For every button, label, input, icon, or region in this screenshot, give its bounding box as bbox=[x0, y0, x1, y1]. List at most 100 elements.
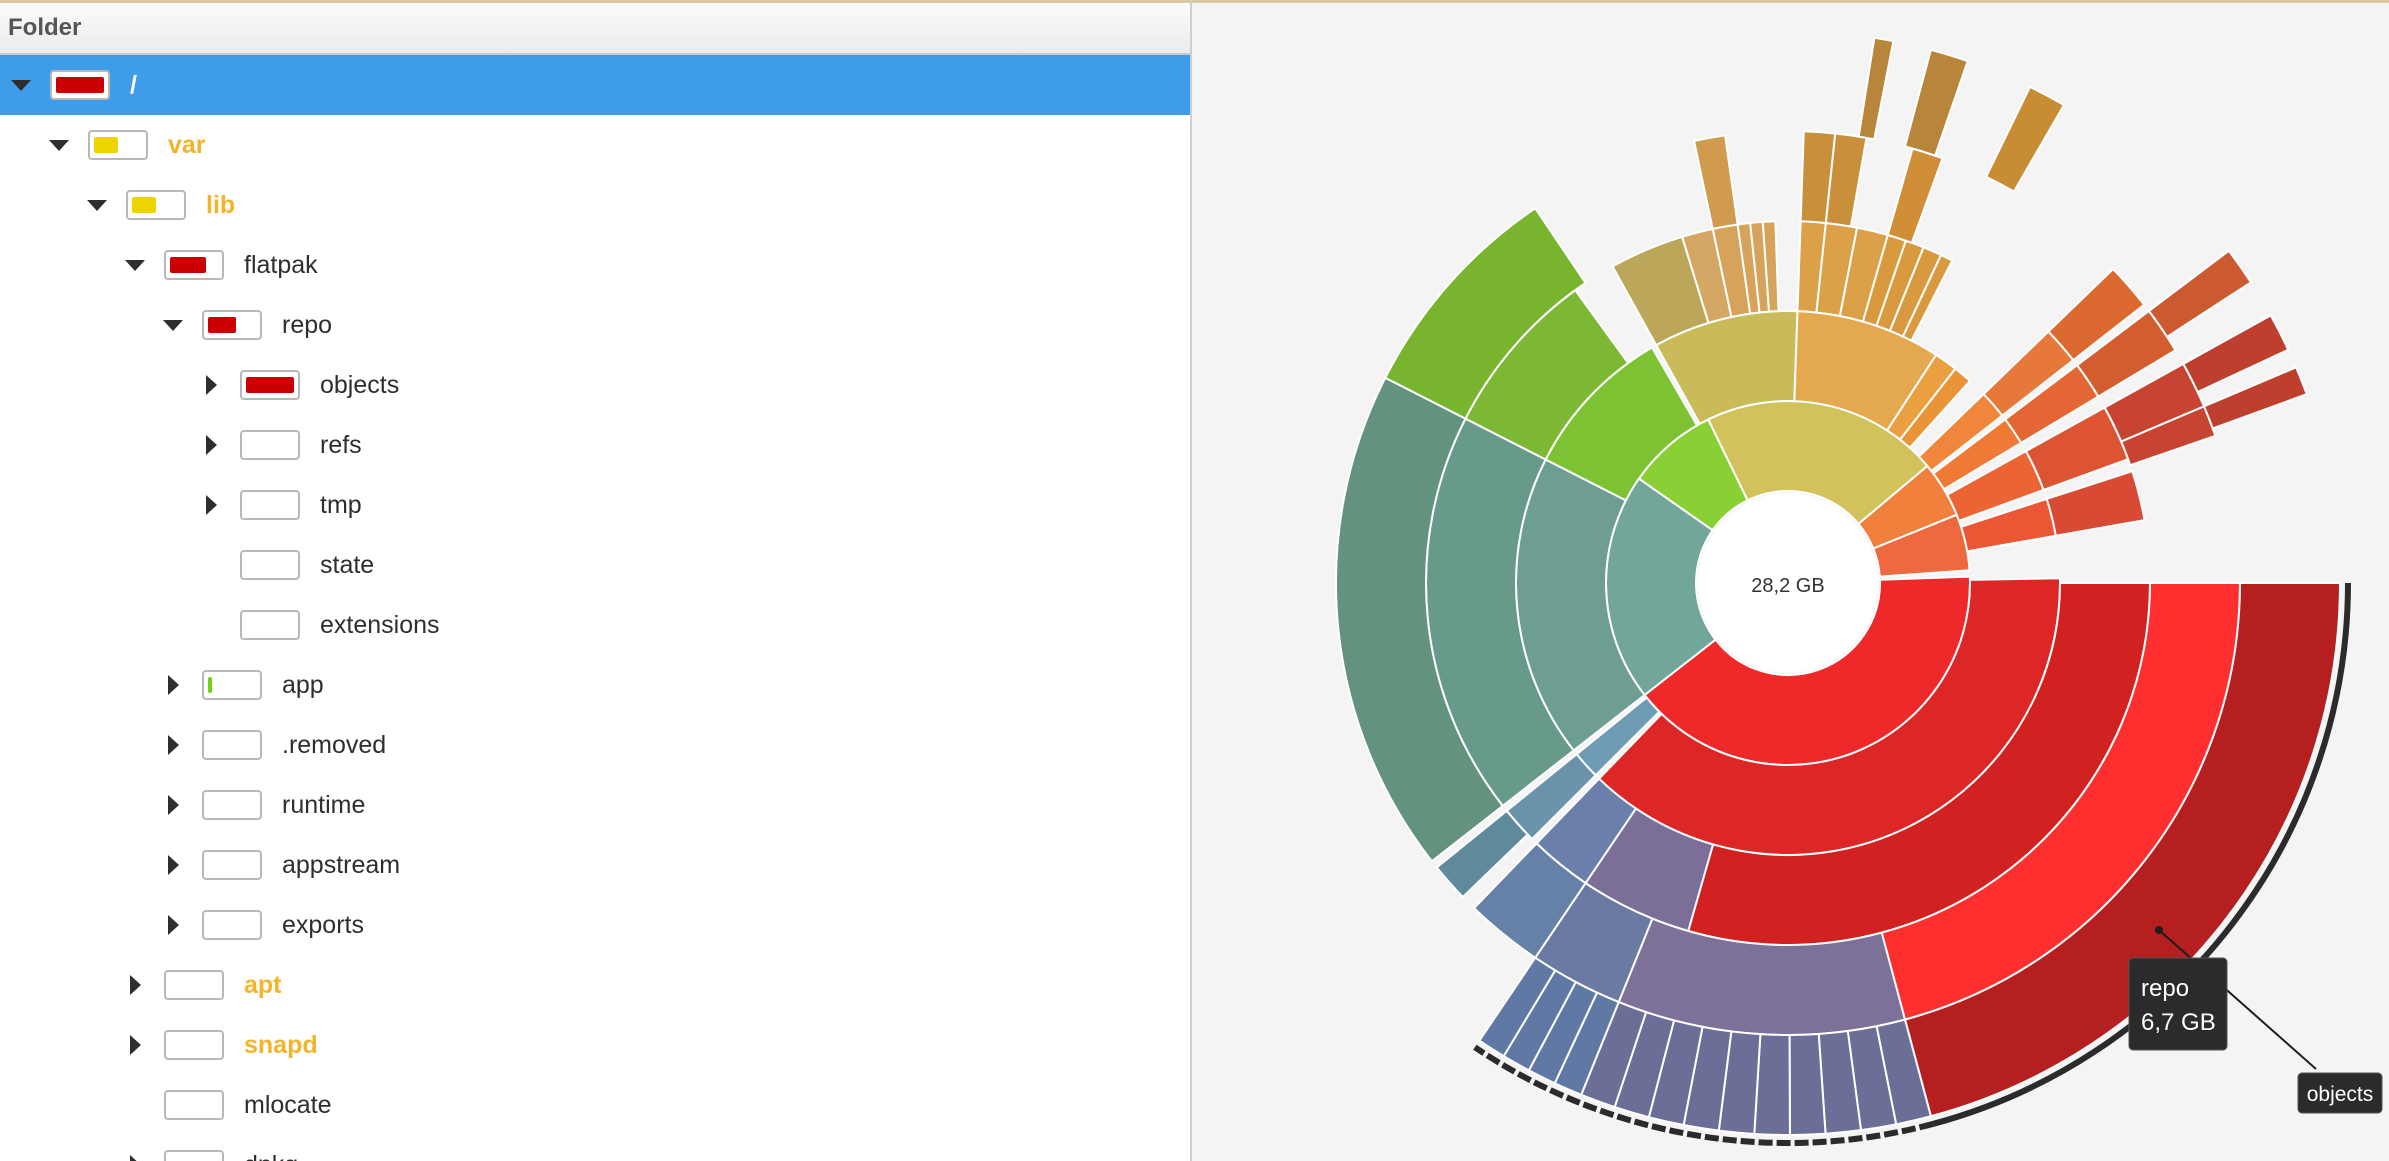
pane-divider[interactable] bbox=[1190, 0, 1192, 1161]
collapse-arrow-icon[interactable] bbox=[86, 194, 108, 216]
folder-name: exports bbox=[282, 910, 364, 939]
ring-segment[interactable] bbox=[1692, 134, 1739, 231]
expand-arrow-icon[interactable] bbox=[200, 434, 222, 456]
usage-bar-fill bbox=[208, 317, 236, 333]
usage-bar bbox=[88, 130, 148, 160]
usage-bar-fill bbox=[246, 377, 294, 393]
usage-bar bbox=[240, 610, 300, 640]
expand-arrow-icon[interactable] bbox=[200, 374, 222, 396]
subfolder-indicator-arc bbox=[1932, 582, 2351, 1127]
tree-row[interactable]: var bbox=[0, 115, 1190, 175]
usage-bar-fill bbox=[56, 77, 104, 93]
ring-segment[interactable] bbox=[1477, 956, 1557, 1058]
folder-name: flatpak bbox=[244, 250, 318, 279]
tree-row[interactable]: / bbox=[0, 55, 1190, 115]
window-top-border bbox=[0, 0, 2389, 3]
folder-column-title: Folder bbox=[8, 14, 82, 41]
tree-row[interactable]: tmp bbox=[0, 475, 1190, 535]
tree-row[interactable]: .removed bbox=[0, 715, 1190, 775]
tree-row[interactable]: snapd bbox=[0, 1015, 1190, 1075]
expand-arrow-icon[interactable] bbox=[162, 794, 184, 816]
expand-arrow-icon[interactable] bbox=[124, 974, 146, 996]
tree-row[interactable]: extensions bbox=[0, 595, 1190, 655]
tooltip-size: 6,7 GB bbox=[2141, 1009, 2216, 1036]
ring-segment[interactable] bbox=[1435, 809, 1530, 899]
collapse-arrow-icon[interactable] bbox=[162, 314, 184, 336]
ring-segment[interactable] bbox=[2046, 267, 2146, 362]
tree-row[interactable]: state bbox=[0, 535, 1190, 595]
usage-bar bbox=[164, 1090, 224, 1120]
usage-bar bbox=[240, 550, 300, 580]
ring-segment[interactable] bbox=[2045, 469, 2146, 537]
ring-segment[interactable] bbox=[1761, 220, 1780, 313]
folder-name: extensions bbox=[320, 610, 440, 639]
usage-bar bbox=[202, 310, 262, 340]
folder-name: dpkg bbox=[244, 1151, 298, 1161]
folder-name: objects bbox=[320, 370, 400, 399]
ring-segment[interactable] bbox=[1824, 132, 1868, 228]
folder-name: .removed bbox=[282, 730, 387, 759]
tree-row[interactable]: lib bbox=[0, 175, 1190, 235]
collapse-arrow-icon[interactable] bbox=[10, 74, 32, 96]
tree-row[interactable]: refs bbox=[0, 415, 1190, 475]
folder-tree-pane: Folder / var lib flatpak repo objects refs tmp s… bbox=[0, 3, 1190, 1161]
usage-bar bbox=[240, 490, 300, 520]
folder-name: refs bbox=[320, 430, 362, 459]
tree-row[interactable]: dpkg bbox=[0, 1135, 1190, 1161]
collapse-arrow-icon[interactable] bbox=[48, 134, 70, 156]
hover-connector-line bbox=[2158, 929, 2317, 1070]
expand-arrow-icon[interactable] bbox=[124, 1154, 146, 1161]
usage-bar bbox=[202, 730, 262, 760]
expand-arrow-icon[interactable] bbox=[162, 854, 184, 876]
folder-name: app bbox=[282, 670, 324, 699]
expand-arrow-icon[interactable] bbox=[162, 734, 184, 756]
usage-bar-fill bbox=[132, 197, 156, 213]
tree-row[interactable]: appstream bbox=[0, 835, 1190, 895]
ring-segment[interactable] bbox=[1898, 367, 1972, 450]
ring-segment[interactable] bbox=[2181, 314, 2290, 394]
tree-row[interactable]: flatpak bbox=[0, 235, 1190, 295]
folder-name: mlocate bbox=[244, 1090, 332, 1119]
usage-bar bbox=[240, 430, 300, 460]
ring-chart[interactable]: 28,2 GB repo 6,7 GB objects bbox=[1192, 3, 2389, 1161]
ring-segment[interactable] bbox=[2147, 249, 2253, 339]
tree-row[interactable]: repo bbox=[0, 295, 1190, 355]
tree-row[interactable]: exports bbox=[0, 895, 1190, 955]
ring-segment[interactable] bbox=[1901, 253, 1954, 342]
tree-row[interactable]: apt bbox=[0, 955, 1190, 1015]
expand-arrow-icon[interactable] bbox=[162, 674, 184, 696]
tree-row[interactable]: objects bbox=[0, 355, 1190, 415]
usage-bar-fill bbox=[208, 677, 212, 693]
usage-bar bbox=[202, 850, 262, 880]
expand-arrow-icon[interactable] bbox=[200, 494, 222, 516]
ring-segment[interactable] bbox=[2202, 366, 2308, 430]
tree-row[interactable]: runtime bbox=[0, 775, 1190, 835]
folder-name: lib bbox=[206, 190, 236, 219]
folder-name: appstream bbox=[282, 850, 401, 879]
folder-name: snapd bbox=[244, 1030, 318, 1059]
folder-name: state bbox=[320, 550, 375, 579]
folder-name: apt bbox=[244, 970, 282, 999]
ring-chart-center[interactable] bbox=[1698, 493, 1878, 673]
folder-column-header[interactable]: Folder bbox=[0, 3, 1190, 55]
ring-segment[interactable] bbox=[1903, 48, 1969, 157]
ring-segment[interactable] bbox=[1886, 147, 1944, 245]
ring-segment[interactable] bbox=[1472, 841, 1587, 960]
usage-bar bbox=[50, 70, 110, 100]
usage-bar bbox=[202, 910, 262, 940]
folder-name: var bbox=[168, 130, 206, 159]
tooltip-name: repo bbox=[2141, 975, 2189, 1002]
expand-arrow-icon[interactable] bbox=[124, 1034, 146, 1056]
folder-name: runtime bbox=[282, 790, 366, 819]
tree-row[interactable]: app bbox=[0, 655, 1190, 715]
ring-segment[interactable] bbox=[1788, 1032, 1827, 1137]
folder-name: repo bbox=[282, 310, 333, 339]
ring-segment[interactable] bbox=[1383, 206, 1587, 420]
expand-arrow-icon[interactable] bbox=[162, 914, 184, 936]
ring-segment[interactable] bbox=[1857, 36, 1895, 141]
hover-label-box: objects bbox=[2297, 1072, 2383, 1114]
collapse-arrow-icon[interactable] bbox=[124, 254, 146, 276]
ring-segment[interactable] bbox=[1984, 85, 2066, 193]
tree-row[interactable]: mlocate bbox=[0, 1075, 1190, 1135]
usage-bar bbox=[240, 370, 300, 400]
